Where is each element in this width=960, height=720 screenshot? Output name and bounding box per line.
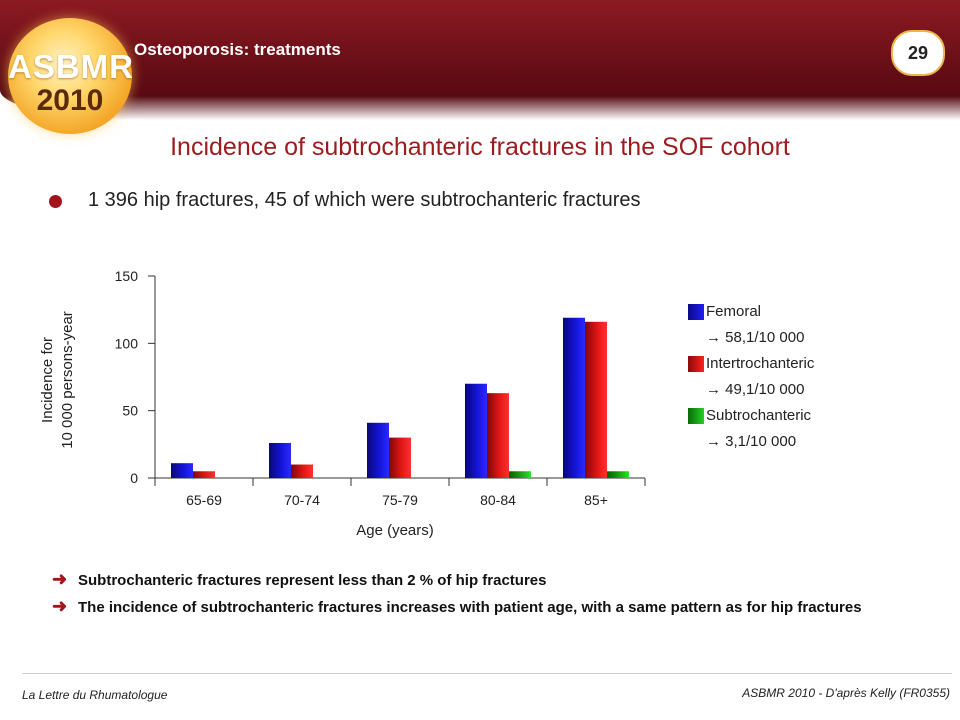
legend-swatch-femoral — [688, 304, 704, 320]
chart-bars — [171, 317, 629, 478]
bar-intertrochanteric-75-79 — [389, 437, 411, 478]
bar-femoral-85+ — [563, 317, 585, 478]
y-axis-label: Incidence for 10 000 persons-year — [39, 311, 76, 449]
bar-femoral-65-69 — [171, 463, 193, 478]
bar-intertrochanteric-70-74 — [291, 464, 313, 478]
logo-year: 2010 — [36, 84, 104, 117]
page-number-badge: 29 — [891, 30, 945, 76]
x-tick-label: 80-84 — [480, 492, 516, 508]
conclusion-text: Subtrochanteric fractures represent less… — [78, 572, 547, 589]
chart-labels: 0 50 100 150 65-69 70-74 75-79 80-84 85+ Age (yea… — [39, 268, 608, 539]
footer-reference: ASBMR 2010 - D'après Kelly (FR0355) — [742, 686, 950, 700]
bar-intertrochanteric-65-69 — [193, 471, 215, 478]
arrow-right-icon: ➜ — [52, 569, 68, 589]
x-tick-label: 75-79 — [382, 492, 418, 508]
legend-label: Subtrochanteric — [706, 407, 812, 424]
conclusion-2: ➜ The incidence of subtrochanteric fract… — [52, 596, 918, 617]
bullet-point: 1 396 hip fractures, 45 of which were su… — [49, 189, 641, 212]
bullet-text: 1 396 hip fractures, 45 of which were su… — [88, 189, 641, 211]
y-tick-label: 50 — [122, 403, 138, 419]
conclusion-1: ➜ Subtrochanteric fractures represent le… — [52, 569, 918, 590]
bar-femoral-75-79 — [367, 422, 389, 478]
y-tick-label: 0 — [130, 470, 138, 486]
arrow-right-icon: ➜ — [52, 596, 68, 616]
bar-intertrochanteric-85+ — [585, 321, 607, 478]
legend-note: → 49,1/10 000 — [706, 381, 805, 398]
y-tick-label: 100 — [115, 335, 139, 351]
bar-femoral-70-74 — [269, 442, 291, 478]
x-tick-label: 85+ — [584, 492, 608, 508]
legend-note: → 58,1/10 000 — [706, 329, 805, 346]
bar-intertrochanteric-80-84 — [487, 393, 509, 478]
asbmr-logo: ASBMR 2010 — [8, 18, 134, 134]
x-tick-label: 70-74 — [284, 492, 320, 508]
footer-divider — [22, 673, 952, 674]
x-tick-label: 65-69 — [186, 492, 222, 508]
conclusion-text: The incidence of subtrochanteric fractur… — [78, 599, 862, 616]
bar-femoral-80-84 — [465, 383, 487, 478]
legend-swatch-intertrochanteric — [688, 356, 704, 372]
legend-swatch-subtrochanteric — [688, 408, 704, 424]
header-fade — [0, 96, 960, 126]
slide-title: Incidence of subtrochanteric fractures i… — [170, 133, 790, 161]
section-title: Osteoporosis: treatments — [134, 40, 341, 59]
bar-subtrochanteric-85+ — [607, 471, 629, 478]
bullet-dot-icon — [49, 195, 62, 208]
y-tick-label: 150 — [115, 268, 139, 284]
legend-note: → 3,1/10 000 — [706, 433, 797, 450]
logo-text: ASBMR — [8, 48, 134, 85]
footer-source: La Lettre du Rhumatologue — [22, 688, 168, 702]
legend-label: Femoral — [706, 303, 762, 320]
x-axis-label: Age (years) — [356, 522, 434, 539]
legend-label: Intertrochanteric — [706, 355, 815, 372]
bar-subtrochanteric-80-84 — [509, 471, 531, 478]
